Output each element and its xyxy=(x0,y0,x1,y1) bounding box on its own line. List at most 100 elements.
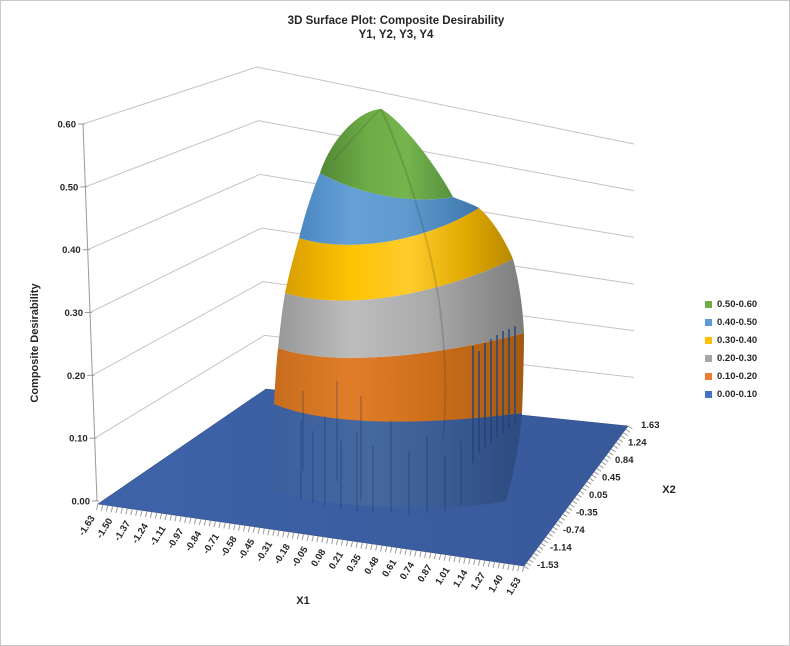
x1-hatch xyxy=(184,516,187,523)
z-gridline xyxy=(87,173,635,251)
wall-gridlines xyxy=(82,66,635,439)
x1-hatch xyxy=(316,535,319,543)
legend-entry[interactable]: 0.50-0.60 xyxy=(705,295,785,313)
band-0.40-0.50 xyxy=(299,173,479,245)
x1-hatch xyxy=(497,562,501,569)
chart-title-line2: Y1, Y2, Y3, Y4 xyxy=(358,29,434,41)
x2-tick-label: 0.05 xyxy=(589,490,608,501)
z-tick-label: 0.40 xyxy=(62,245,81,256)
x1-hatch xyxy=(174,515,177,522)
x1-hatch xyxy=(463,557,466,564)
band-0.50-0.60 xyxy=(320,109,453,200)
x1-hatch xyxy=(228,523,231,530)
x1-hatch xyxy=(428,552,432,559)
x1-tick-label: 1.27 xyxy=(469,571,488,593)
x1-hatch xyxy=(149,511,153,518)
x1-hatch xyxy=(311,535,314,542)
x2-hatch xyxy=(550,529,556,534)
x2-hatch xyxy=(535,549,541,554)
z-tick-label: 0.30 xyxy=(65,308,84,319)
x1-hatch xyxy=(414,550,417,557)
x1-hatch xyxy=(267,528,270,536)
x2-hatch xyxy=(591,474,597,479)
x1-tick-label: 0.74 xyxy=(398,560,418,582)
x1-hatch xyxy=(482,560,486,567)
x2-hatch xyxy=(540,542,546,547)
legend-label: 0.10-0.20 xyxy=(717,370,758,382)
x1-hatch xyxy=(345,540,349,547)
x1-hatch xyxy=(433,553,437,560)
x1-hatch xyxy=(135,509,138,516)
x2-hatch xyxy=(543,539,549,544)
x1-hatch xyxy=(198,518,202,526)
chart-title: 3D Surface Plot: Composite Desirability … xyxy=(1,14,789,42)
x1-hatch xyxy=(389,546,393,553)
x1-hatch xyxy=(502,563,505,570)
x2-hatch xyxy=(569,503,575,508)
x2-hatch xyxy=(601,461,607,466)
x2-tick-label: -1.14 xyxy=(550,543,572,554)
legend-entry[interactable]: 0.40-0.50 xyxy=(705,313,785,331)
x1-tick-label: 0.87 xyxy=(416,563,435,585)
x2-hatch xyxy=(530,555,537,560)
x1-hatch xyxy=(335,538,339,546)
z-tick-label: 0.00 xyxy=(72,497,91,508)
surface-dome[interactable] xyxy=(272,108,524,508)
x1-hatch xyxy=(252,526,256,533)
x1-hatch xyxy=(321,536,324,543)
legend-chip xyxy=(705,390,712,398)
x2-hatch xyxy=(613,445,619,449)
x1-tick-label: 1.01 xyxy=(433,565,453,587)
x1-hatch xyxy=(331,538,334,545)
x1-hatch xyxy=(512,564,515,571)
x1-hatch xyxy=(125,508,128,515)
x2-hatch xyxy=(574,497,580,502)
x1-hatch xyxy=(370,543,373,551)
x2-hatch xyxy=(625,428,631,433)
x1-hatch xyxy=(189,517,192,524)
chart-title-line1: 3D Surface Plot: Composite Desirability xyxy=(287,15,505,27)
x2-hatch xyxy=(533,552,539,557)
x1-hatch xyxy=(448,555,452,562)
x1-hatch xyxy=(238,524,241,531)
skirt-streaks xyxy=(300,381,462,515)
x1-hatch xyxy=(404,548,407,556)
z-gridline xyxy=(82,66,635,145)
z-tick-label: 0.10 xyxy=(69,434,88,445)
legend-entry[interactable]: 0.20-0.30 xyxy=(705,349,785,367)
legend-entry[interactable]: 0.10-0.20 xyxy=(705,367,785,385)
x1-hatch xyxy=(257,527,261,534)
x1-tick-label: 0.48 xyxy=(362,555,381,577)
x1-hatch xyxy=(159,513,163,520)
x1-hatch xyxy=(115,506,119,513)
x1-hatch xyxy=(144,511,148,518)
x2-hatch xyxy=(586,480,592,485)
x1-hatch xyxy=(233,523,236,531)
x1-hatch xyxy=(223,522,226,529)
x2-hatch xyxy=(618,438,624,443)
x1-axis-title: X1 xyxy=(296,595,310,607)
x2-hatch xyxy=(538,546,544,550)
legend-label: 0.30-0.40 xyxy=(717,334,758,346)
x1-hatch xyxy=(468,558,471,565)
x1-hatch xyxy=(487,560,491,568)
x2-hatch xyxy=(593,471,599,475)
x2-hatch xyxy=(579,490,585,495)
z-tick-label: 0.50 xyxy=(60,182,79,193)
x2-hatch xyxy=(523,565,529,570)
legend-entry[interactable]: 0.30-0.40 xyxy=(705,331,785,349)
x2-axis-title: X2 xyxy=(662,484,676,496)
x2-hatch xyxy=(603,458,609,462)
x1-hatch xyxy=(409,549,412,556)
x1-hatch xyxy=(458,556,461,563)
x2-hatch xyxy=(589,477,595,482)
x1-hatch xyxy=(130,508,133,516)
x1-hatch xyxy=(193,518,197,525)
x1-hatch xyxy=(208,520,212,527)
band-0.10-0.20 xyxy=(274,333,524,422)
legend-entry[interactable]: 0.00-0.10 xyxy=(705,385,785,403)
x2-hatch xyxy=(584,484,590,489)
x1-tick-label: 1.40 xyxy=(487,573,506,595)
x1-hatch xyxy=(360,542,363,549)
